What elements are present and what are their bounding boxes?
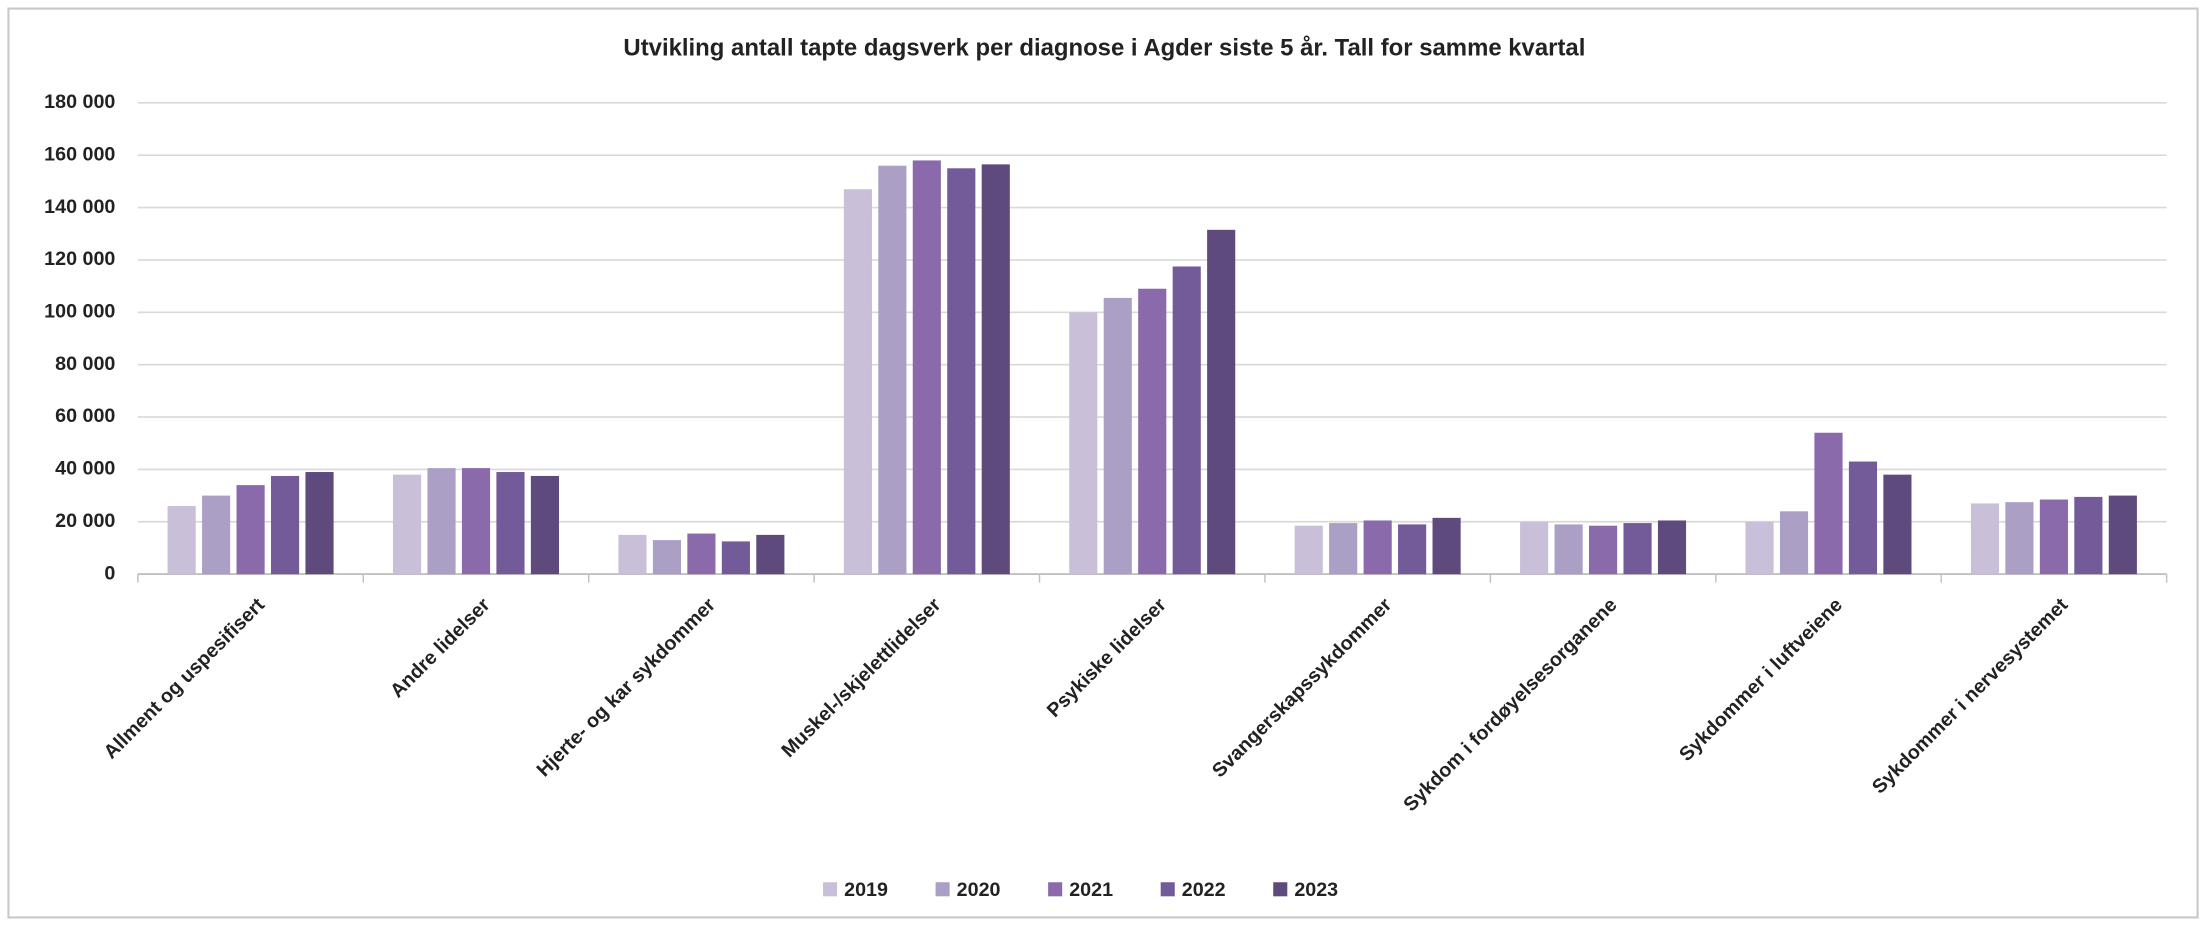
legend-swatch bbox=[1160, 882, 1175, 897]
bar bbox=[270, 475, 300, 575]
bar bbox=[843, 189, 872, 575]
y-tick-label: 160 000 bbox=[44, 143, 115, 165]
bar bbox=[1363, 520, 1392, 575]
bar bbox=[1172, 266, 1201, 575]
bar bbox=[2074, 496, 2103, 575]
bar bbox=[1103, 297, 1132, 575]
bar bbox=[1207, 229, 1236, 575]
bar bbox=[202, 495, 231, 575]
bar bbox=[427, 468, 456, 575]
bar bbox=[1883, 474, 1912, 575]
y-tick-label: 20 000 bbox=[55, 510, 115, 532]
bar bbox=[1814, 432, 1843, 575]
bar bbox=[1970, 503, 2000, 575]
legend-swatch bbox=[1273, 882, 1288, 897]
bar bbox=[305, 472, 334, 575]
legend-label: 2020 bbox=[957, 879, 1001, 901]
chart-title: Utvikling antall tapte dagsverk per diag… bbox=[623, 35, 1585, 62]
bar bbox=[496, 472, 525, 575]
bar bbox=[1848, 461, 1878, 575]
y-tick-label: 40 000 bbox=[55, 458, 115, 480]
legend-swatch bbox=[1048, 882, 1063, 897]
bar bbox=[1623, 523, 1652, 575]
bar bbox=[1657, 520, 1687, 575]
bar bbox=[1589, 525, 1618, 575]
bar bbox=[167, 506, 196, 575]
legend-label: 2023 bbox=[1294, 879, 1338, 901]
bar bbox=[1069, 312, 1098, 575]
y-tick-label: 140 000 bbox=[44, 196, 115, 218]
bar bbox=[2005, 502, 2034, 575]
bar bbox=[912, 160, 941, 575]
bar bbox=[530, 475, 560, 575]
bar bbox=[721, 541, 750, 575]
bar bbox=[1329, 523, 1358, 575]
legend-swatch bbox=[823, 882, 838, 897]
bar bbox=[756, 534, 785, 575]
bar bbox=[878, 165, 907, 575]
bar bbox=[947, 168, 976, 575]
y-tick-label: 0 bbox=[104, 562, 115, 584]
bar bbox=[1398, 524, 1427, 575]
legend-label: 2019 bbox=[844, 879, 888, 901]
bar bbox=[392, 474, 422, 575]
bar bbox=[1554, 524, 1583, 575]
y-tick-label: 80 000 bbox=[55, 353, 115, 375]
bar bbox=[981, 164, 1010, 575]
bar bbox=[1745, 521, 1774, 575]
y-tick-label: 100 000 bbox=[44, 301, 115, 323]
y-tick-label: 120 000 bbox=[44, 248, 115, 270]
bar bbox=[652, 540, 682, 575]
legend-swatch bbox=[935, 882, 950, 897]
bar bbox=[236, 485, 265, 575]
bar bbox=[1520, 521, 1549, 575]
bar bbox=[1294, 525, 1323, 575]
y-tick-label: 60 000 bbox=[55, 405, 115, 427]
bar bbox=[1138, 288, 1167, 575]
bar bbox=[2039, 499, 2068, 575]
bar bbox=[687, 533, 716, 575]
bar bbox=[1779, 511, 1809, 575]
legend-label: 2022 bbox=[1182, 879, 1226, 901]
y-tick-label: 180 000 bbox=[44, 91, 115, 113]
legend-label: 2021 bbox=[1069, 879, 1113, 901]
bar bbox=[461, 468, 491, 575]
bar bbox=[2108, 495, 2137, 575]
bar bbox=[1432, 517, 1461, 575]
bar bbox=[618, 534, 647, 575]
